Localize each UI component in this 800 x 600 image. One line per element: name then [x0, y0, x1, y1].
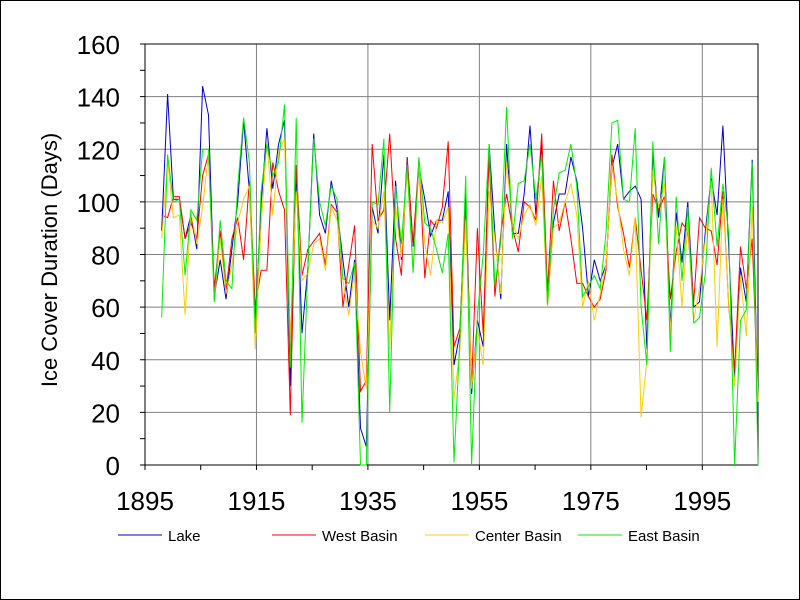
series-center-basin-line [161, 138, 759, 418]
y-tick-label: 140 [77, 83, 120, 113]
legend-label: Lake [168, 528, 201, 545]
series-lines [161, 85, 759, 466]
y-tick-label: 60 [91, 293, 120, 323]
y-tick-label: 160 [77, 30, 120, 60]
y-tick-label: 20 [91, 398, 120, 428]
x-tick-label: 1915 [228, 486, 286, 516]
legend-label: East Basin [628, 528, 700, 545]
tick-labels: 0 20 40 60 80 100 120 140 160 1895 1915 1935 1955 197… [77, 30, 732, 516]
x-tick-label: 1975 [562, 486, 620, 516]
legend-label: Center Basin [475, 528, 562, 545]
y-axis-label: Ice Cover Duration (Days) [37, 133, 62, 387]
series-west-basin-line [161, 133, 759, 416]
y-tick-label: 80 [91, 241, 120, 271]
y-tick-label: 100 [77, 188, 120, 218]
axis-ticks [140, 43, 703, 470]
y-tick-label: 0 [106, 451, 120, 481]
y-tick-label: 120 [77, 135, 120, 165]
x-tick-label: 1955 [450, 486, 508, 516]
x-tick-label: 1995 [673, 486, 731, 516]
legend: Lake West Basin Center Basin East Basin [118, 528, 700, 545]
x-tick-label: 1895 [116, 486, 174, 516]
y-tick-label: 40 [91, 346, 120, 376]
x-tick-label: 1935 [339, 486, 397, 516]
series-east-basin-line [161, 104, 759, 466]
legend-label: West Basin [322, 528, 398, 545]
